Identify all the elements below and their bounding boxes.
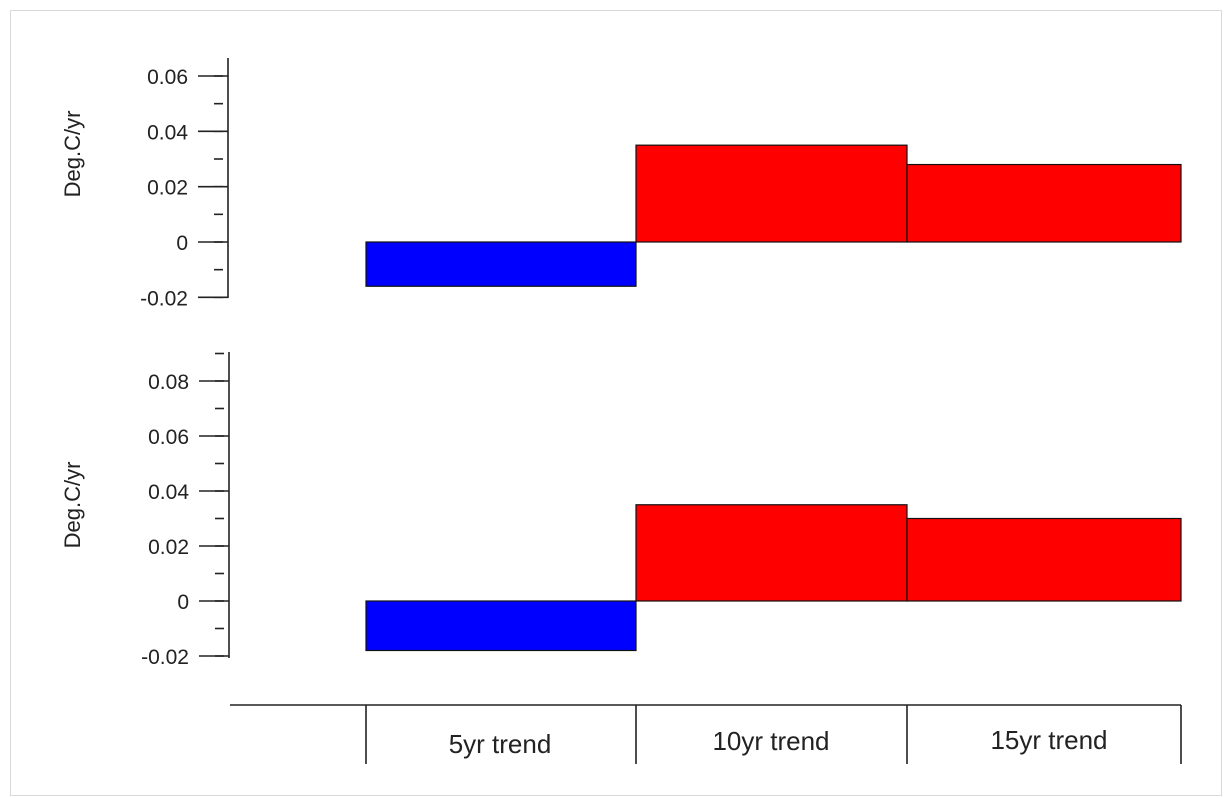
bottom-tick-label: 0: [177, 591, 189, 614]
top-panel-ylabel: Deg.C/yr: [60, 111, 85, 198]
bottom-panel-ylabel: Deg.C/yr: [60, 462, 85, 549]
bottom-tick-label: 0.06: [148, 426, 189, 449]
bar-top-1: [365, 241, 637, 287]
bar-bottom-3: [906, 517, 1182, 602]
bar-top-2: [635, 144, 908, 243]
top-tick-label: 0.04: [147, 121, 188, 144]
top-tick-label: 0.06: [147, 66, 188, 89]
category-label-15yr: 15yr trend: [990, 725, 1107, 755]
bar-top-3: [906, 163, 1182, 243]
top-tick-label: 0: [176, 232, 188, 255]
bottom-tick-label: -0.02: [141, 646, 189, 669]
category-label-5yr: 5yr trend: [449, 729, 552, 759]
bottom-tick-label: 0.02: [148, 536, 189, 559]
top-tick-label: -0.02: [140, 287, 188, 310]
bar-bottom-2: [635, 504, 908, 602]
bottom-tick-label: 0.04: [148, 481, 189, 504]
category-labels: 5yr trend 10yr trend 15yr trend: [449, 725, 1108, 759]
top-tick-label: 0.02: [147, 177, 188, 200]
chart-frame: [10, 10, 1222, 796]
category-label-10yr: 10yr trend: [712, 726, 829, 756]
bottom-tick-label: 0.08: [148, 371, 189, 394]
bar-bottom-1: [365, 600, 637, 652]
